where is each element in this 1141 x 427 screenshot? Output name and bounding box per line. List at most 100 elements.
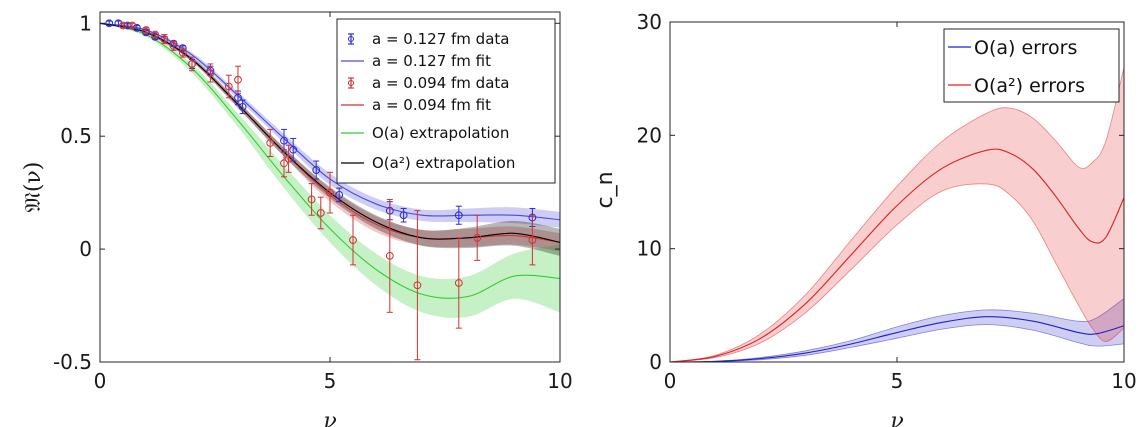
band-lower-edge — [670, 324, 1124, 362]
legend-entry-127-data: a = 0.127 fm data — [348, 30, 509, 48]
x-tick-label: 10 — [547, 369, 572, 393]
legend-entry-094-data: a = 0.094 fm data — [348, 74, 509, 92]
legend-label: a = 0.127 fm fit — [372, 52, 491, 70]
marker — [413, 281, 422, 290]
x-tick-label: 5 — [324, 369, 337, 393]
legend-label: a = 0.094 fm fit — [372, 96, 491, 114]
legend-entry-oa2-extrapolation: O(a²) extrapolation — [341, 154, 515, 172]
marker — [224, 82, 233, 91]
data-point — [385, 198, 394, 313]
data-point — [128, 21, 137, 30]
marker — [266, 139, 275, 147]
data-point — [335, 187, 344, 203]
y-tick-label: 1 — [79, 11, 92, 35]
marker — [160, 35, 169, 43]
data-point — [160, 34, 169, 45]
legend-label: O(a) extrapolation — [372, 124, 509, 142]
marker — [528, 236, 537, 244]
right-legend: O(a) errors O(a²) errors — [943, 28, 1120, 103]
marker — [335, 191, 344, 199]
marker — [128, 21, 137, 30]
data-point — [178, 47, 187, 58]
data-point — [188, 56, 196, 72]
data-point — [238, 99, 247, 115]
marker — [385, 251, 394, 260]
data-point — [224, 74, 233, 99]
marker — [280, 136, 288, 145]
legend-label: O(a²) errors — [974, 75, 1085, 97]
data-point — [413, 210, 422, 361]
data-point — [326, 171, 334, 214]
y-tick-label: 30 — [637, 10, 662, 34]
marker — [234, 75, 242, 84]
y-tick-label: 0.5 — [60, 124, 92, 148]
data-point — [206, 63, 215, 83]
data-point — [473, 214, 482, 261]
left-legend: a = 0.127 fm data a = 0.127 fm fit a = 0… — [336, 18, 556, 184]
legend-label: O(a²) extrapolation — [372, 154, 515, 172]
legend-label: a = 0.127 fm data — [372, 30, 509, 48]
marker — [119, 21, 127, 30]
marker — [307, 195, 316, 204]
x-tick-label: 5 — [891, 369, 904, 393]
marker — [178, 48, 187, 57]
data-point — [454, 237, 463, 329]
legend-label: a = 0.094 fm data — [372, 74, 509, 92]
marker — [284, 154, 293, 163]
marker — [349, 236, 357, 244]
x-tick-label: 0 — [664, 369, 677, 393]
series-band — [670, 67, 1124, 362]
right-chart: 0 5 10 0 10 20 30 c_n ν O(a) errors O(a²) erro… — [593, 10, 1137, 427]
data-point — [307, 183, 316, 216]
data-point — [119, 21, 127, 30]
y-tick-label: 0 — [649, 350, 662, 374]
data-point — [266, 128, 275, 158]
data-point — [234, 65, 242, 94]
marker — [238, 102, 247, 111]
x-tick-label: 10 — [1111, 369, 1136, 393]
series-band — [670, 298, 1124, 362]
marker — [454, 211, 463, 220]
data-point — [349, 214, 357, 266]
right-ylabel: c_n — [593, 171, 618, 208]
data-point — [528, 214, 537, 266]
data-point — [280, 149, 288, 178]
y-tick-label: -0.5 — [53, 350, 92, 374]
legend-entry-oa-errors: O(a) errors — [948, 37, 1077, 59]
series-line — [100, 22, 560, 299]
series-line — [670, 148, 1124, 362]
series-band — [100, 23, 560, 318]
marker — [280, 159, 288, 168]
x-tick-label: 0 — [94, 369, 107, 393]
left-ylabel: 𝔐(ν) — [21, 162, 46, 213]
legend-entry-oa-extrapolation: O(a) extrapolation — [341, 124, 509, 142]
legend-entry-094-fit: a = 0.094 fm fit — [341, 96, 491, 114]
band-lower-edge — [670, 183, 1124, 362]
marker — [326, 188, 334, 197]
marker — [454, 279, 463, 287]
marker — [142, 26, 150, 34]
right-xlabel: ν — [890, 409, 903, 427]
data-point — [169, 40, 178, 51]
legend-entry-127-fit: a = 0.127 fm fit — [341, 52, 491, 70]
marker — [234, 93, 242, 102]
y-tick-label: 20 — [637, 123, 662, 147]
marker — [473, 233, 482, 242]
marker — [188, 60, 196, 68]
marker — [105, 19, 114, 28]
data-point — [316, 196, 325, 230]
marker — [316, 209, 325, 217]
data-point — [105, 19, 114, 28]
left-xlabel: ν — [323, 409, 336, 427]
marker — [399, 211, 408, 220]
data-point — [454, 205, 463, 225]
marker — [206, 69, 215, 77]
y-tick-label: 0 — [79, 237, 92, 261]
legend-label: O(a) errors — [974, 37, 1077, 59]
data-point — [284, 144, 293, 173]
marker — [312, 166, 321, 174]
marker — [123, 21, 132, 30]
data-point — [312, 160, 321, 180]
legend-entry-oa2-errors: O(a²) errors — [948, 75, 1085, 97]
